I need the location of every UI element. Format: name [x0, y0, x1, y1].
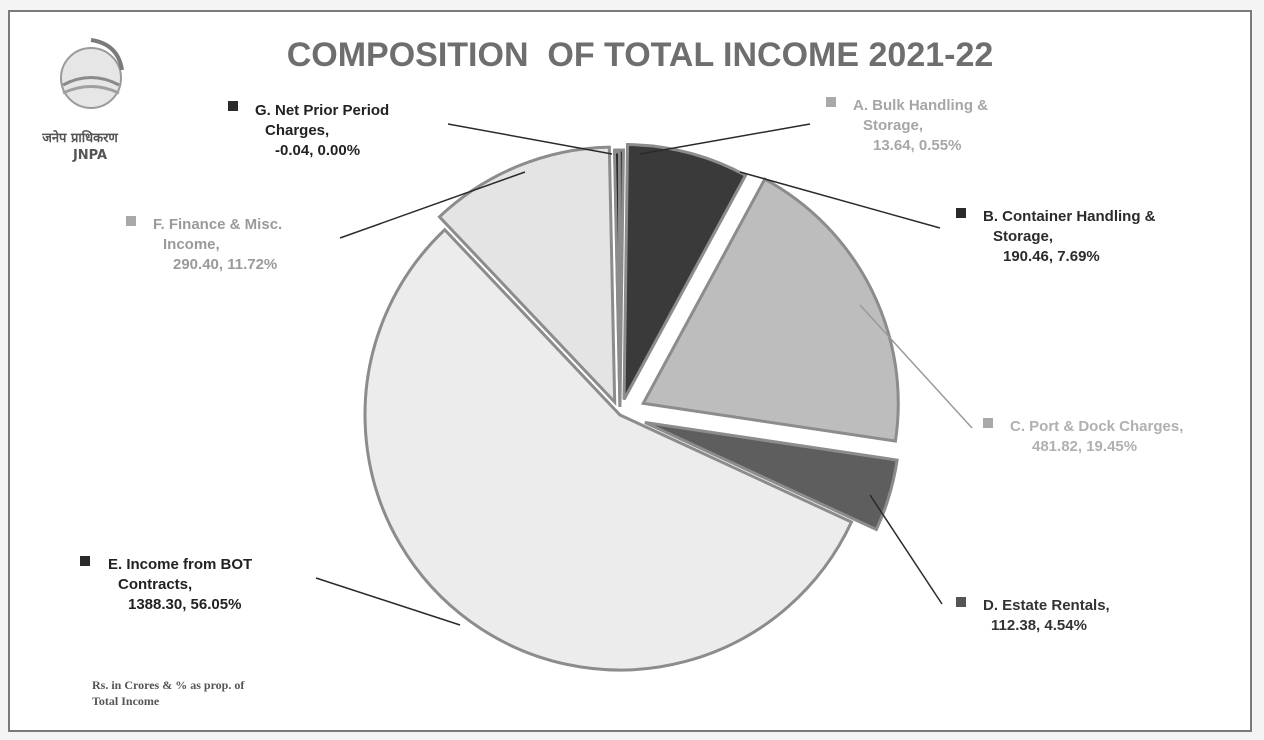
legend-marker-g: [228, 101, 238, 111]
slice-label-b-line2: Storage,: [993, 228, 1053, 245]
pie-slice-c: [640, 177, 900, 443]
slice-label-b-line3: 190.46, 7.69%: [1003, 248, 1100, 265]
logo-arc-icon: [90, 38, 124, 71]
slice-label-c-line1: C. Port & Dock Charges,: [1010, 418, 1183, 435]
leader-line-d: [869, 494, 943, 605]
slice-label-e-line2: Contracts,: [118, 576, 192, 593]
logo-wave-icon: [62, 76, 120, 87]
slice-label-f-line3: 290.40, 11.72%: [173, 256, 277, 273]
legend-marker-d: [956, 597, 966, 607]
legend-marker-b: [956, 208, 966, 218]
units-note-line2: Total Income: [92, 694, 160, 708]
slice-label-g-line3: -0.04, 0.00%: [275, 142, 360, 159]
legend-marker-a: [826, 97, 836, 107]
logo-name-text: JNPA: [72, 148, 107, 163]
pie-slice-g: [613, 150, 622, 408]
slice-label-d-line2: 112.38, 4.54%: [991, 617, 1087, 634]
logo-wave2-icon: [62, 85, 120, 95]
slice-label-a-line2: Storage,: [863, 117, 923, 134]
slice-label-d-line1: D. Estate Rentals,: [983, 597, 1110, 614]
slice-label-b-line1: B. Container Handling &: [983, 208, 1156, 225]
slice-label-e-line1: E. Income from BOT: [108, 556, 252, 573]
leader-lines: [315, 123, 973, 626]
legend-marker-e: [80, 556, 90, 566]
pie-slice-b: [622, 143, 748, 401]
slice-label-c-line2: 481.82, 19.45%: [1032, 438, 1137, 455]
slice-label-f-line2: Income,: [163, 236, 220, 253]
slice-label-f-line1: F. Finance & Misc.: [153, 216, 282, 233]
pie-slice-f: [437, 145, 617, 406]
chart-title: COMPOSITION OF TOTAL INCOME 2021-22: [287, 36, 994, 74]
leader-line-f: [339, 171, 526, 239]
leader-line-b: [739, 171, 941, 229]
legend-marker-c: [983, 418, 993, 428]
leader-line-a: [639, 123, 811, 155]
slice-label-g-line1: G. Net Prior Period: [255, 102, 389, 119]
leader-line-e: [315, 577, 461, 626]
slice-label-e-line3: 1388.30, 56.05%: [128, 596, 241, 613]
slice-label-a-line1: A. Bulk Handling &: [853, 97, 988, 114]
slice-label-a-line3: 13.64, 0.55%: [873, 137, 961, 154]
slice-label-g-line2: Charges,: [265, 122, 329, 139]
leader-line-g: [447, 123, 613, 155]
pie-slices: [363, 143, 900, 672]
jnpa-logo: जनेप प्राधिकरण JNPA: [41, 38, 124, 163]
pie-slice-e: [363, 227, 854, 672]
units-note-line1: Rs. in Crores & % as prop. of: [92, 678, 245, 692]
leader-line-c: [859, 304, 973, 429]
slice-labels: A. Bulk Handling & Storage, 13.64, 0.55% B.…: [80, 97, 1183, 634]
pie-slice-d: [644, 420, 899, 532]
logo-script-text: जनेप प्राधिकरण: [41, 130, 118, 146]
legend-marker-f: [126, 216, 136, 226]
